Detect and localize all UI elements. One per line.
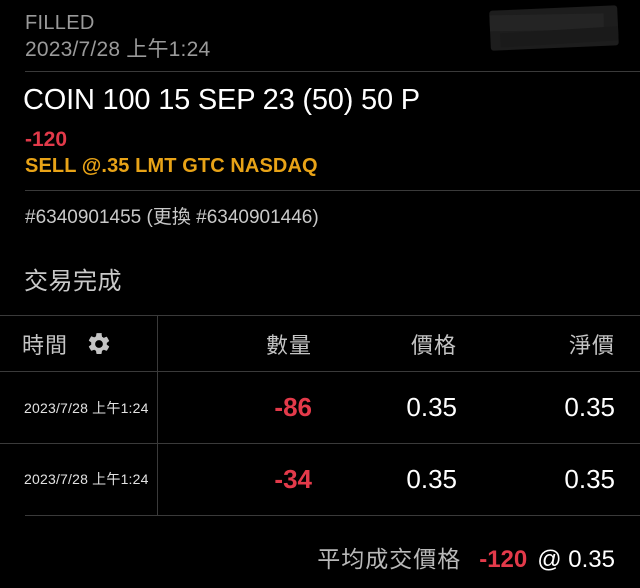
execution-time: 2023/7/28 上午1:24 [24,399,149,416]
execution-quantity: -86 [274,392,312,422]
execution-price: 0.35 [406,392,457,422]
table-header-row: 時間 數量 價格 淨價 [0,315,640,372]
section-heading-executions: 交易完成 [24,268,122,295]
order-quantity: -120 [25,128,68,151]
average-fill-label: 平均成交價格 [317,546,462,572]
executions-table: 時間 數量 價格 淨價 2023/7/28 上午1:24 -86 0.35 0.… [0,315,640,516]
divider-header [25,71,640,72]
divider-order [25,190,640,191]
order-id-line: #6340901455 (更換 #6340901446) [25,207,319,228]
table-row[interactable]: 2023/7/28 上午1:24 -34 0.35 0.35 [0,443,640,514]
order-status-timestamp: 2023/7/28 上午1:24 [25,38,211,61]
redacted-scribble [489,5,619,51]
gear-icon[interactable] [86,331,112,357]
instrument-title: COIN 100 15 SEP 23 (50) 50 P [23,84,420,116]
order-description: SELL @.35 LMT GTC NASDAQ [25,155,318,177]
table-header-net-price: 淨價 [568,332,615,358]
table-row[interactable]: 2023/7/28 上午1:24 -86 0.35 0.35 [0,372,640,443]
table-header-time: 時間 [22,332,69,358]
execution-quantity: -34 [274,463,312,494]
table-bottom-divider [25,515,640,516]
average-fill-summary: 平均成交價格 -120 @ 0.35 [317,540,615,574]
table-header-time-cell: 時間 [0,328,157,360]
execution-net-price: 0.35 [564,463,615,494]
execution-price: 0.35 [406,463,457,494]
average-fill-quantity: -120 [479,546,528,573]
table-header-price: 價格 [410,332,457,358]
execution-net-price: 0.35 [564,392,615,422]
order-status-block: FILLED 2023/7/28 上午1:24 [25,10,210,63]
average-fill-price: @ 0.35 [537,546,615,573]
order-status-label: FILLED [25,12,95,34]
execution-time: 2023/7/28 上午1:24 [24,471,149,487]
table-column-divider [157,315,158,515]
table-header-quantity: 數量 [265,332,312,358]
